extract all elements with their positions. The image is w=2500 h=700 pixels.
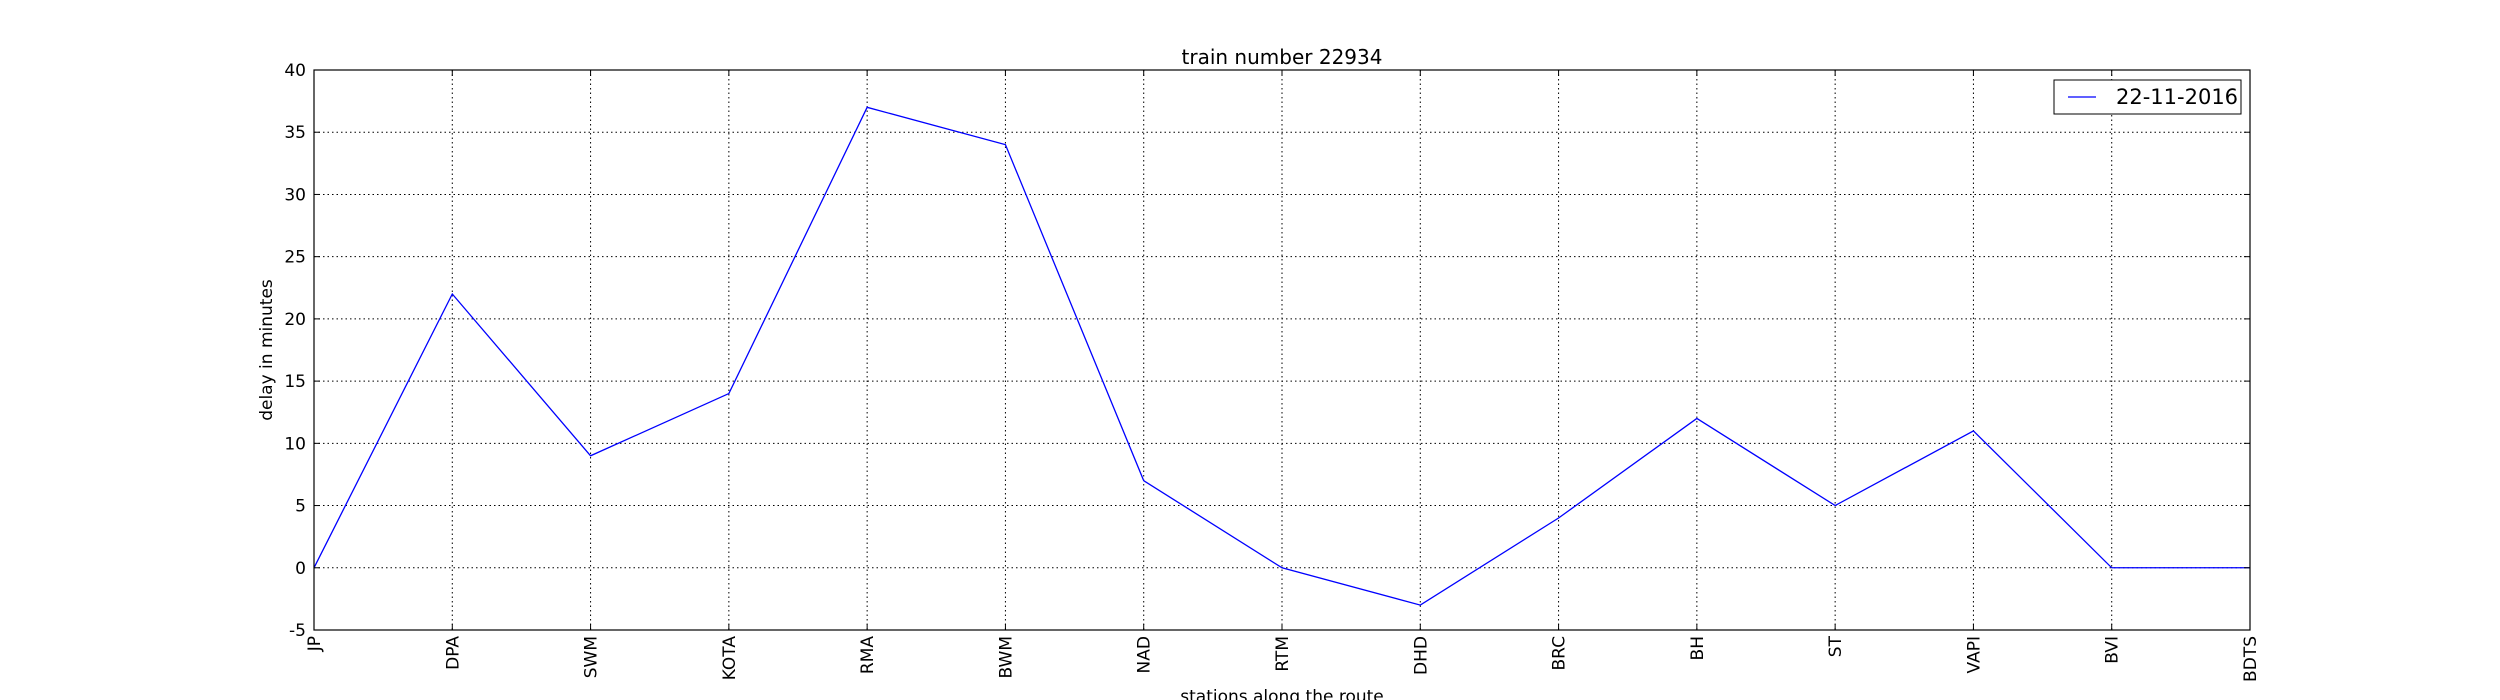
- y-tick-label: 15: [284, 372, 306, 392]
- y-tick-label: -5: [289, 621, 306, 641]
- x-tick-label: VAPI: [1964, 636, 1984, 673]
- chart-title: train number 22934: [1182, 45, 1383, 69]
- x-tick-label: BDTS: [2241, 636, 2261, 682]
- x-tick-label: BVI: [2103, 636, 2123, 664]
- x-tick-label: RMA: [858, 636, 878, 674]
- x-tick-label: BRC: [1550, 636, 1570, 671]
- x-tick-label: DPA: [443, 636, 463, 670]
- x-tick-label: BH: [1688, 636, 1708, 660]
- x-tick-label: KOTA: [720, 636, 740, 681]
- legend-entry: 22-11-2016: [2116, 85, 2238, 109]
- y-tick-label: 30: [284, 185, 306, 205]
- x-tick-label: SWM: [582, 636, 602, 678]
- legend: 22-11-2016: [2053, 79, 2242, 115]
- x-tick-label: DHD: [1411, 636, 1431, 675]
- x-tick-label: BWM: [996, 636, 1016, 679]
- y-axis-label: delay in minutes: [257, 279, 277, 421]
- y-tick-label: 0: [295, 559, 306, 579]
- x-tick-label: ST: [1826, 635, 1846, 657]
- y-tick-label: 5: [295, 497, 306, 517]
- y-tick-label: 35: [284, 123, 306, 143]
- y-tick-label: 40: [284, 61, 306, 81]
- y-tick-label: 25: [284, 248, 306, 268]
- x-tick-label: RTM: [1273, 636, 1293, 672]
- y-tick-label: 10: [284, 434, 306, 454]
- x-axis-label: stations along the route: [1180, 687, 1384, 700]
- y-tick-label: 20: [284, 310, 306, 330]
- x-tick-label: JP: [305, 636, 325, 652]
- ticks: -5 0 5 10 15 20 25 30 35 40 JP DPA SWM KOTA RMA BWM NAD R…: [284, 61, 2261, 682]
- x-tick-label: NAD: [1135, 636, 1155, 673]
